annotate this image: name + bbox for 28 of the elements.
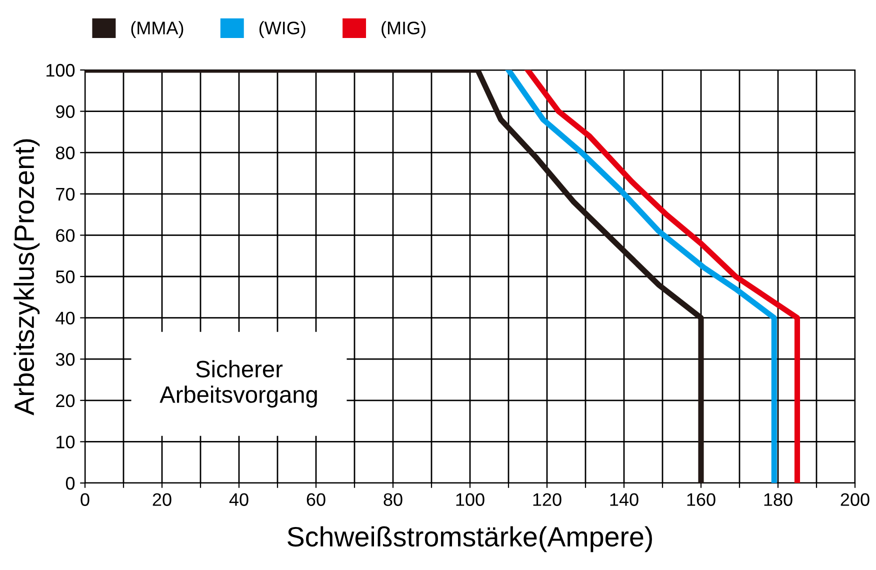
y-tick-label: 90 — [56, 105, 75, 118]
x-tick-label: 200 — [840, 493, 870, 506]
y-axis-title: Arbeitszyklus(Prozent) — [14, 139, 40, 416]
x-tick-label: 60 — [306, 493, 326, 506]
y-tick-label: 100 — [46, 64, 75, 77]
y-tick-label: 10 — [56, 436, 75, 448]
y-tick-label: 40 — [56, 312, 75, 325]
x-tick-label: 180 — [764, 493, 792, 506]
x-tick-label: 140 — [610, 493, 638, 506]
x-tick-label: 40 — [229, 493, 248, 506]
y-tick-label: 30 — [56, 353, 75, 366]
legend-label: (WIG) — [259, 21, 306, 38]
x-tick-label: 80 — [384, 493, 402, 506]
x-tick-label: 100 — [456, 493, 484, 506]
y-tick-label: 20 — [56, 394, 75, 408]
x-tick-label: 20 — [152, 493, 172, 506]
x-tick-label: 120 — [533, 493, 562, 506]
y-tick-label: 50 — [56, 270, 75, 284]
x-tick-label: 0 — [80, 493, 90, 506]
y-tick-label: 0 — [66, 476, 75, 490]
y-tick-label: 80 — [56, 146, 75, 160]
x-axis-title: Schweißstromstärke(Ampere) — [288, 526, 652, 552]
y-tick-label: 70 — [56, 188, 75, 201]
x-tick-label: 160 — [687, 493, 716, 506]
y-tick-label: 60 — [56, 229, 75, 242]
annotation: Sicherer Arbeitsvorgang — [160, 360, 317, 408]
legend-label: (MIG) — [382, 21, 426, 38]
legend-label: (MMA) — [131, 21, 184, 38]
